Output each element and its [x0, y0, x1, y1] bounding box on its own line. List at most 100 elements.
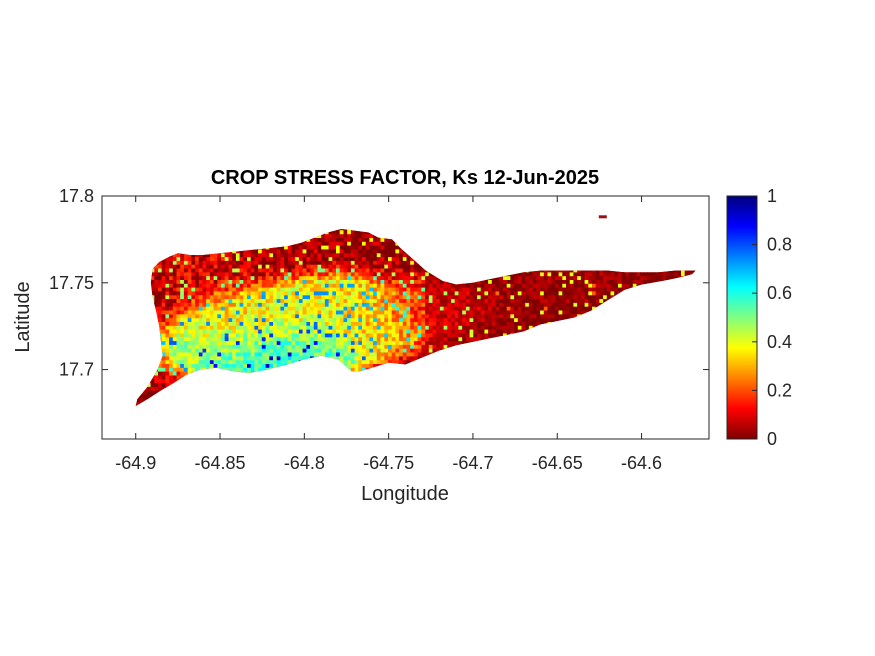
stress-cell [491, 306, 496, 311]
stress-cell [451, 325, 456, 330]
stress-cell [402, 352, 407, 357]
stress-cell [499, 325, 504, 330]
stress-cell [443, 313, 448, 319]
stress-cell [298, 321, 304, 326]
stress-cell [191, 325, 196, 330]
stress-cell [395, 310, 400, 315]
stress-cell [332, 294, 337, 300]
stress-cell [343, 241, 348, 246]
stress-cell [258, 271, 263, 277]
stress-cell [239, 287, 244, 292]
stress-cell [191, 348, 196, 353]
stress-cell [169, 271, 174, 277]
stress-cell [421, 329, 426, 334]
stress-cell [451, 333, 456, 338]
stress-cell [373, 245, 378, 250]
stress-cell [484, 333, 489, 338]
stress-cell [295, 249, 300, 254]
stress-cell [195, 359, 200, 364]
stress-cell [298, 291, 304, 296]
stress-cell [247, 294, 252, 300]
stress-cell [180, 329, 185, 334]
stress-cell [506, 313, 511, 319]
stress-cell [221, 264, 226, 269]
stress-cell [350, 336, 356, 342]
stress-cell [284, 344, 289, 349]
stress-cell [224, 306, 229, 311]
stress-cell [276, 310, 281, 315]
stress-cell [209, 325, 215, 330]
stress-cell [362, 260, 367, 265]
stress-cell [280, 317, 285, 322]
stress-cell [339, 249, 344, 254]
stress-cell [206, 275, 211, 280]
stress-cell [447, 283, 452, 288]
stress-cell [287, 306, 292, 311]
stress-cell [395, 291, 400, 296]
stress-cell [276, 275, 281, 280]
stress-cell [458, 333, 463, 338]
stress-cell [258, 348, 263, 353]
stress-cell [365, 336, 370, 342]
stress-cell [217, 268, 222, 273]
stress-cell [298, 352, 304, 357]
stress-cell [332, 336, 337, 342]
stress-cell [176, 321, 181, 326]
stress-cell [284, 321, 289, 326]
stress-cell [454, 291, 459, 296]
stress-cell [443, 340, 448, 345]
stress-cell [254, 336, 259, 342]
stress-cell [480, 298, 485, 303]
stress-cell [243, 252, 248, 258]
stress-cell [154, 283, 159, 288]
stress-cell [477, 333, 482, 338]
stress-cell [291, 245, 296, 250]
stress-cell [273, 333, 278, 338]
stress-cell [206, 321, 211, 326]
stress-cell [417, 275, 422, 280]
stress-cell [206, 268, 211, 273]
stress-cell [336, 233, 341, 238]
stress-cell [247, 283, 252, 288]
stress-cell [521, 275, 526, 280]
stress-cell [254, 333, 259, 338]
stress-cell [165, 355, 170, 361]
stress-cell [158, 321, 163, 326]
stress-cell [176, 367, 181, 372]
stress-cell [298, 283, 304, 288]
stress-cell [295, 294, 300, 300]
stress-cell [503, 294, 508, 300]
stress-cell [354, 249, 359, 254]
stress-cell [321, 256, 326, 261]
stress-cell [310, 310, 315, 315]
stress-cell [135, 397, 140, 403]
stress-cell [343, 271, 348, 277]
stress-cell [373, 271, 378, 277]
stress-cell [280, 321, 285, 326]
stress-cell [321, 283, 326, 288]
stress-cell [391, 264, 396, 269]
stress-cell [350, 264, 356, 269]
stress-cell [183, 340, 189, 345]
stress-cell [187, 348, 192, 353]
stress-cell [510, 325, 515, 330]
stress-cell [488, 306, 493, 311]
stress-cell [343, 359, 348, 364]
stress-cell [417, 333, 422, 338]
stress-cell [499, 317, 504, 322]
stress-cell [209, 359, 215, 364]
stress-cell [261, 283, 266, 288]
stress-cell [165, 333, 170, 338]
stress-cell [195, 275, 200, 280]
stress-cell [336, 348, 341, 353]
stress-cell [347, 333, 352, 338]
stress-cell [336, 317, 341, 322]
stress-cell [176, 302, 181, 307]
stress-cell [421, 279, 426, 284]
stress-cell [410, 321, 415, 326]
stress-cell [276, 249, 281, 254]
stress-cell [161, 325, 166, 330]
stress-cell [247, 287, 252, 292]
stress-cell [317, 241, 322, 246]
stress-cell [362, 363, 367, 368]
